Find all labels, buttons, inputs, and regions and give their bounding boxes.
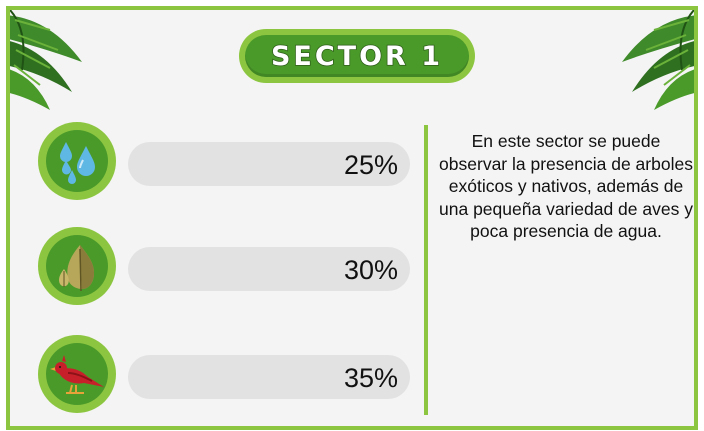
title-badge: SECTOR 1	[239, 29, 475, 83]
sector-card: SECTOR 1 25%	[6, 6, 698, 430]
birds-percentage: 35%	[343, 363, 398, 393]
leaves-icon	[59, 245, 94, 292]
palm-leaves-left-icon	[10, 10, 100, 120]
sector-description: En este sector se puede observar la pres…	[439, 131, 693, 241]
water-badge	[38, 122, 116, 200]
palm-leaves-right-icon	[604, 10, 694, 120]
birds-progress-bar: 35%	[128, 355, 410, 399]
indicator-row-birds: 35%	[38, 335, 418, 415]
indicator-row-water: 25%	[38, 122, 418, 202]
water-drops-icon	[60, 142, 95, 184]
red-bird-icon	[50, 355, 104, 394]
trees-progress-bar: 30%	[128, 247, 410, 291]
birds-badge	[38, 335, 116, 413]
trees-badge	[38, 227, 116, 305]
water-percentage: 25%	[343, 150, 398, 180]
water-progress-bar: 25%	[128, 142, 410, 186]
sector-title: SECTOR 1	[270, 40, 444, 73]
vertical-divider	[424, 125, 428, 415]
indicator-row-trees: 30%	[38, 227, 418, 307]
trees-percentage: 30%	[343, 255, 398, 285]
